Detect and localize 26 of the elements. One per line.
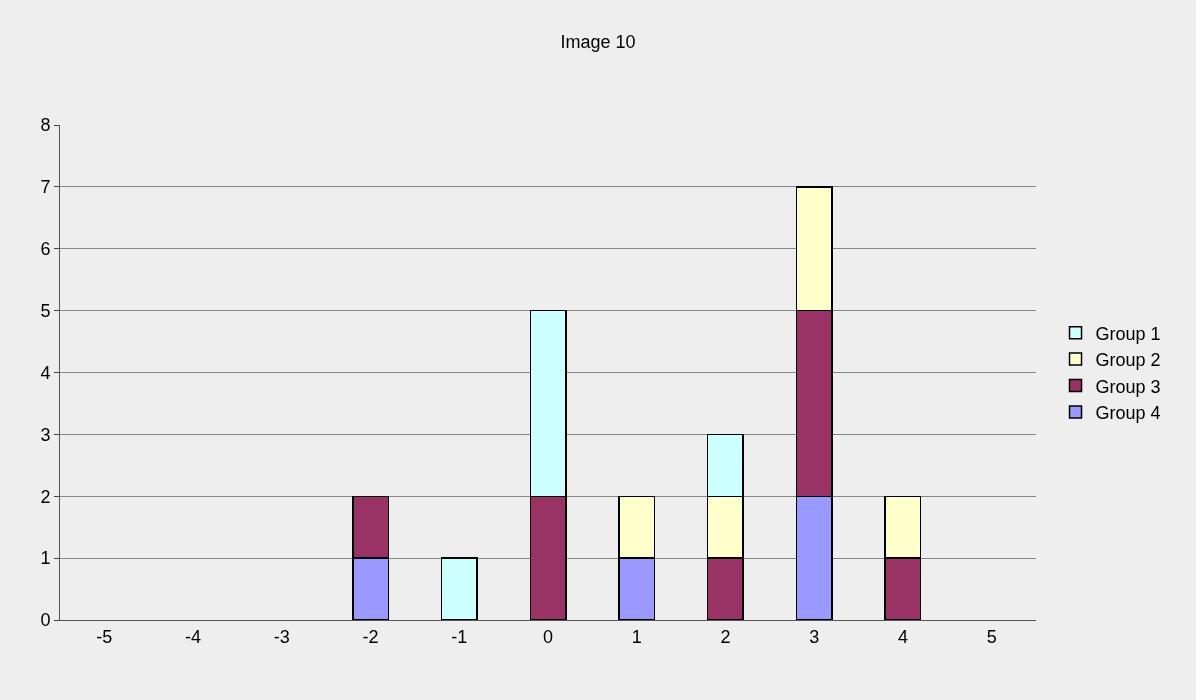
chart-title: Image 10 <box>560 31 636 52</box>
legend-label: Group 3 <box>1095 376 1161 397</box>
bar <box>440 557 478 620</box>
y-tick-label: 6 <box>40 239 51 260</box>
legend-label: Group 1 <box>1095 323 1161 344</box>
x-tick-label: 3 <box>809 626 820 647</box>
x-tick-label: -2 <box>362 626 379 647</box>
x-tick-label: -4 <box>185 626 202 647</box>
x-tick-label: 2 <box>720 626 731 647</box>
x-tick-label: -5 <box>96 626 113 647</box>
x-tick-label: 5 <box>986 626 997 647</box>
y-tick-label: 2 <box>40 486 51 507</box>
y-tick-label: 3 <box>40 424 51 445</box>
x-tick-label: -3 <box>273 626 290 647</box>
y-tick-label: 8 <box>40 115 51 136</box>
y-tick-label: 4 <box>40 362 51 383</box>
x-tick-label: 4 <box>897 626 908 647</box>
y-tick-label: 5 <box>40 300 51 321</box>
x-tick-label: 1 <box>631 626 642 647</box>
x-tick-label: -1 <box>451 626 468 647</box>
legend-label: Group 2 <box>1095 350 1161 371</box>
x-tick-label: 0 <box>542 626 554 647</box>
y-tick-label: 0 <box>40 610 51 631</box>
y-tick-label: 7 <box>40 177 51 198</box>
legend-label: Group 4 <box>1095 402 1161 423</box>
y-tick-label: 1 <box>40 548 51 569</box>
